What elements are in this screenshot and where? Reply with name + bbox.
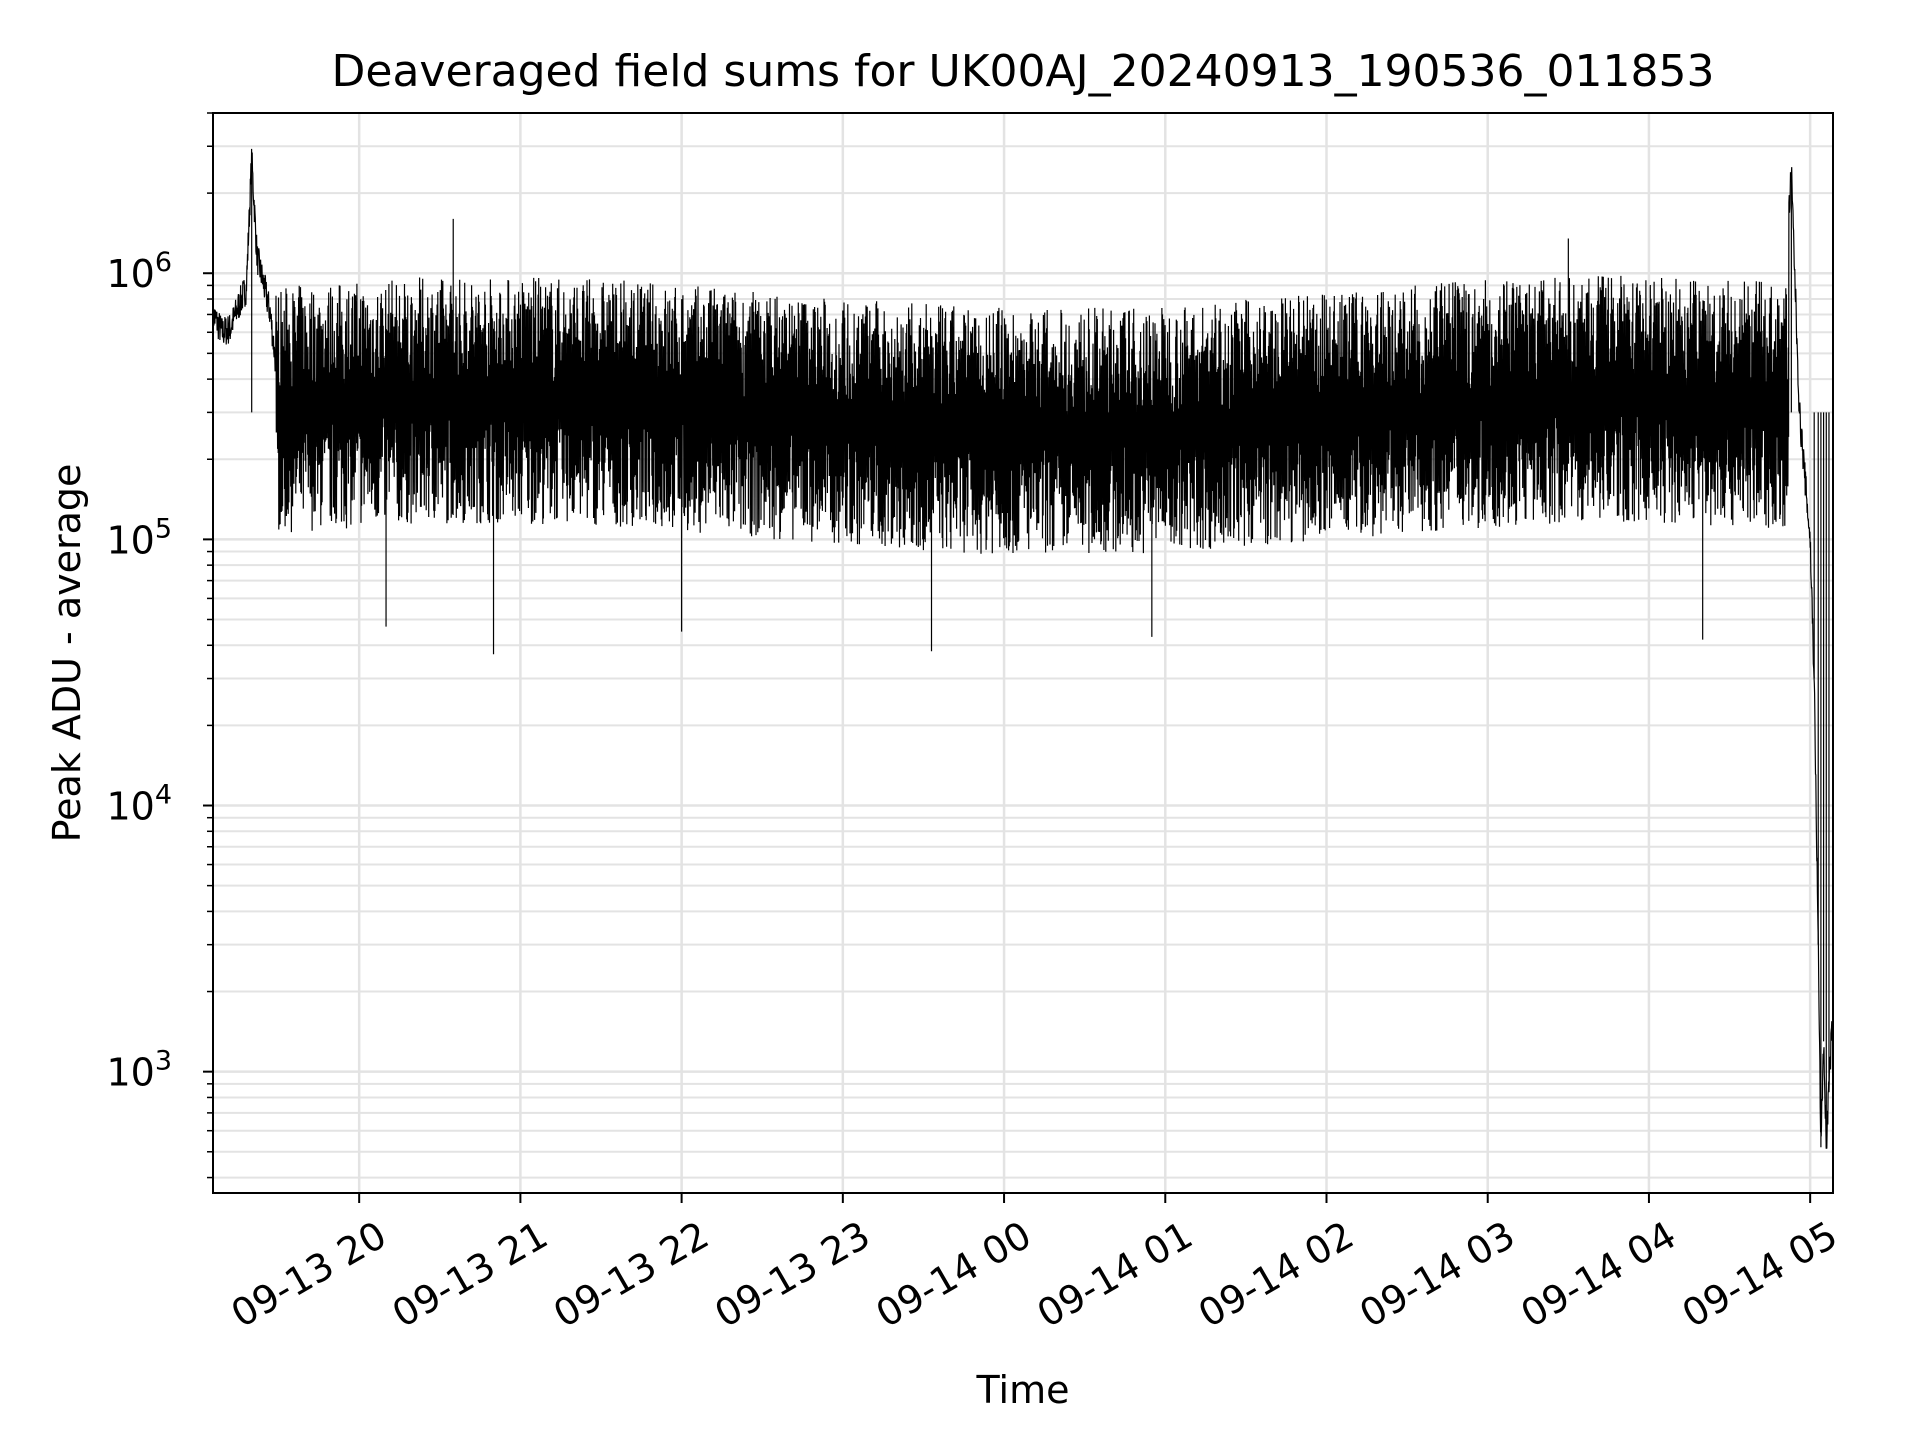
y-tick-exponent: 5 [155, 513, 172, 544]
chart-title: Deaveraged field sums for UK00AJ_2024091… [332, 46, 1715, 97]
plot-frame [212, 112, 1834, 1194]
y-tick-base: 10 [106, 518, 154, 562]
y-tick-exponent: 6 [155, 247, 172, 278]
y-tick-label: 105 [106, 513, 172, 562]
series-line [212, 148, 1834, 1149]
grid [213, 112, 1833, 1193]
y-tick-base: 10 [106, 1051, 154, 1095]
y-tick-base: 10 [106, 785, 154, 829]
y-tick-exponent: 4 [155, 780, 172, 811]
y-tick-exponent: 3 [155, 1046, 172, 1077]
y-tick-base: 10 [106, 252, 154, 296]
y-axis-label: Peak ADU - average [45, 464, 89, 843]
y-tick-label: 104 [106, 780, 172, 829]
y-tick-label: 106 [106, 247, 172, 296]
x-axis-label: Time [976, 1368, 1070, 1412]
y-tick-label: 103 [106, 1046, 172, 1095]
